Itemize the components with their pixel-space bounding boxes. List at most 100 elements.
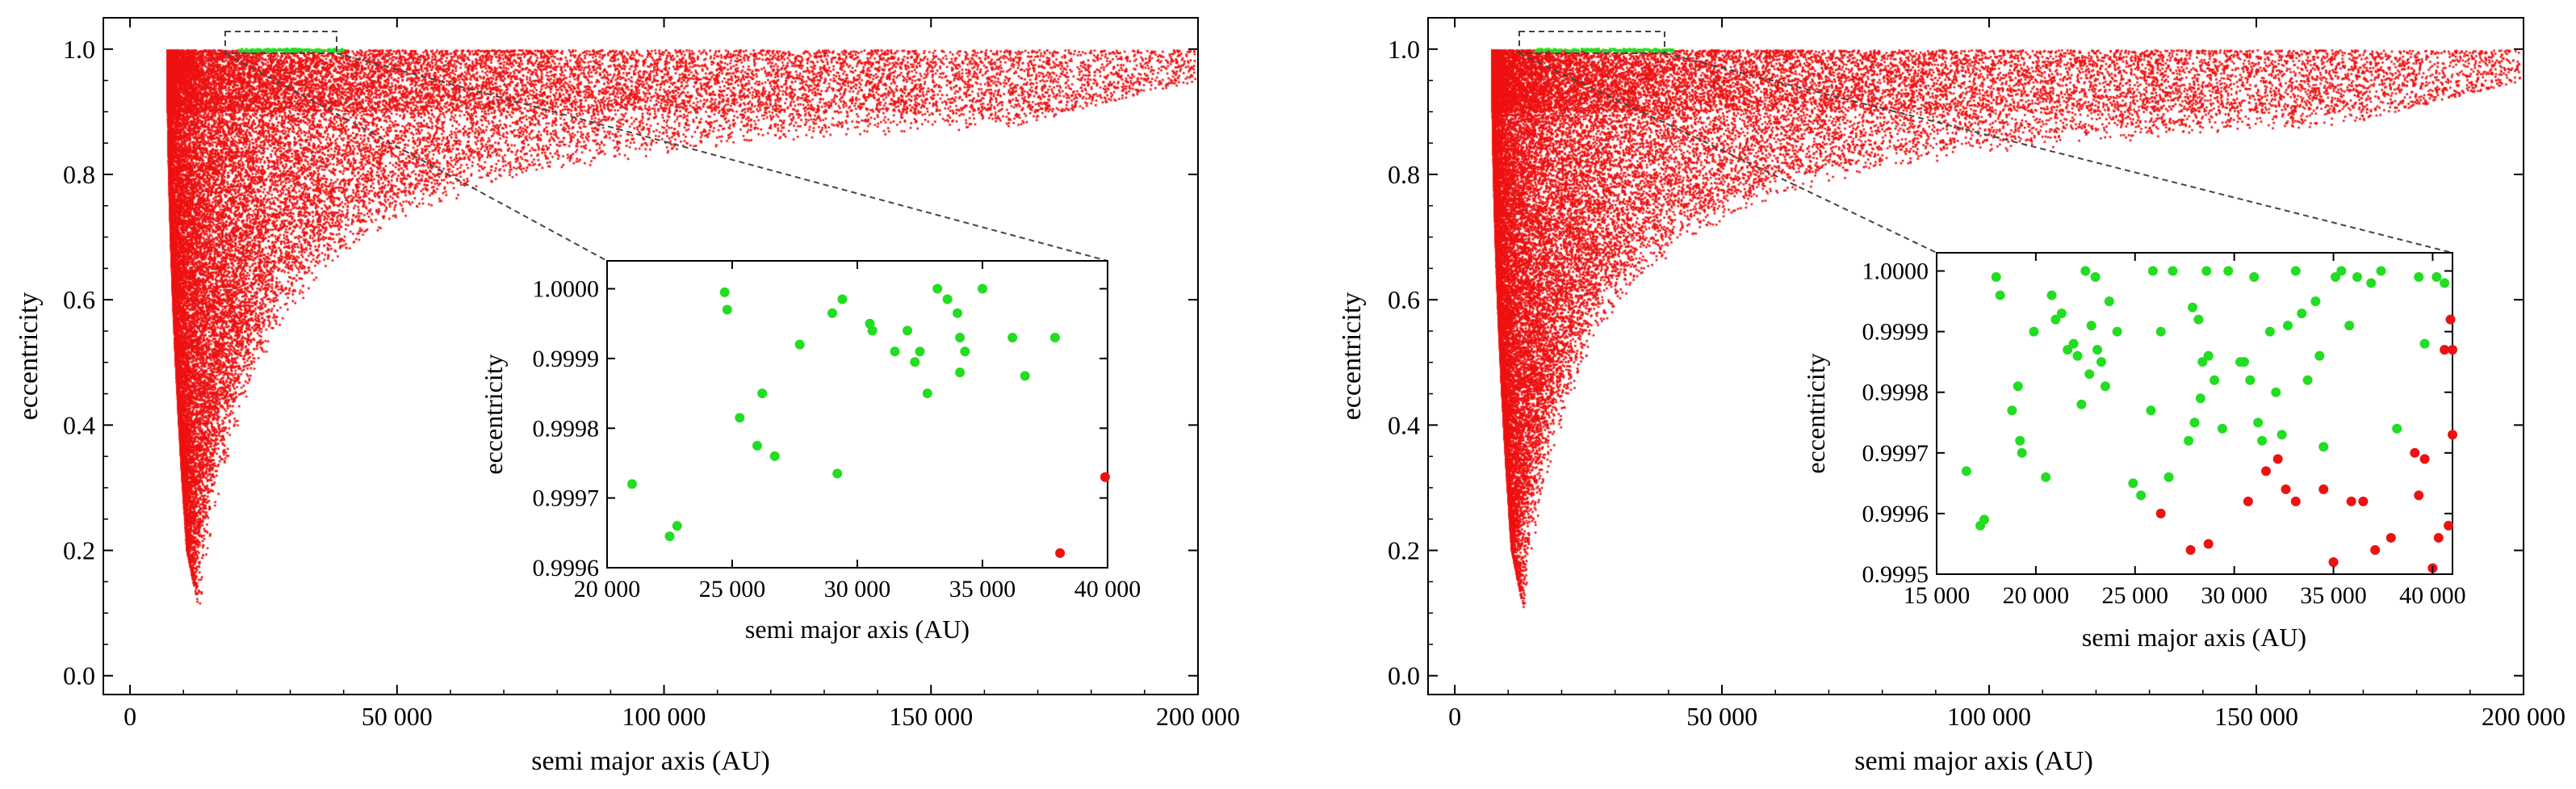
left-panel: 0 50 000 100 000 150 000 200 000 0.0 0.2 0.4 0.6… <box>14 17 1240 776</box>
x-tick-label: 0 <box>1448 702 1461 731</box>
left-y-axis-label: eccentricity <box>14 292 44 421</box>
inset-green-point <box>2366 278 2377 288</box>
inset-green-point <box>827 308 837 318</box>
left-inset-background <box>607 261 1108 568</box>
inset-y-tick-label: 0.9996 <box>1862 501 1929 527</box>
inset-red-point <box>2448 345 2457 355</box>
inset-green-point <box>2253 418 2264 428</box>
inset-x-tick-label: 15 000 <box>1904 582 1971 609</box>
left-inset-x-axis-label: semi major axis (AU) <box>745 615 970 644</box>
x-tick-label: 200 000 <box>1156 702 1240 731</box>
inset-green-point <box>2013 381 2023 392</box>
inset-green-point <box>910 357 920 367</box>
inset-green-point <box>2277 430 2287 440</box>
inset-green-point <box>2201 266 2212 276</box>
left-zoom-connector-left <box>224 52 608 262</box>
inset-red-point <box>2433 532 2444 543</box>
right-x-axis-label: semi major axis (AU) <box>1854 746 2093 776</box>
inset-green-point <box>932 283 943 294</box>
inset-red-point <box>2444 520 2454 531</box>
inset-green-point <box>2050 314 2061 325</box>
inset-x-tick-label: 30 000 <box>2201 582 2268 609</box>
inset-green-point <box>2217 423 2227 434</box>
inset-green-point <box>2146 405 2156 416</box>
right-y-axis-label: eccentricity <box>1337 292 1367 421</box>
inset-x-tick-label: 25 000 <box>699 576 766 602</box>
inset-green-point <box>2136 490 2147 501</box>
inset-green-point <box>2168 266 2178 276</box>
inset-red-point <box>2260 466 2271 476</box>
inset-green-point <box>2188 302 2198 313</box>
y-tick-label: 0.0 <box>63 661 95 690</box>
y-tick-label: 1.0 <box>1388 35 1420 64</box>
inset-red-point <box>2328 556 2339 567</box>
right-inset-y-axis-label: eccentricity <box>1801 353 1830 473</box>
inset-y-tick-label: 0.9996 <box>533 555 600 581</box>
inset-green-point <box>672 521 682 531</box>
inset-green-point <box>2310 296 2321 307</box>
inset-red-point <box>1100 472 1110 482</box>
inset-green-point <box>903 325 912 336</box>
inset-green-point <box>867 325 878 336</box>
inset-green-point <box>2096 357 2106 367</box>
left-x-axis-label: semi major axis (AU) <box>531 746 770 776</box>
inset-x-tick-label: 40 000 <box>1074 576 1141 602</box>
inset-y-tick-label: 0.9999 <box>1862 319 1929 346</box>
inset-green-point <box>2056 308 2067 319</box>
inset-red-point <box>2370 544 2381 555</box>
inset-green-point <box>2264 326 2275 337</box>
inset-green-point <box>2163 472 2174 482</box>
inset-green-point <box>719 287 730 297</box>
inset-y-tick-label: 0.9997 <box>533 485 600 512</box>
inset-green-point <box>960 346 970 357</box>
right-zoom-box <box>1518 31 1665 54</box>
inset-green-point <box>2419 338 2430 349</box>
inset-red-point <box>2290 496 2301 506</box>
inset-y-tick-label: 0.9998 <box>533 415 600 442</box>
inset-green-point <box>2041 472 2051 482</box>
inset-green-point <box>2271 387 2281 397</box>
inset-green-point <box>837 294 848 304</box>
inset-green-point <box>2015 435 2025 446</box>
right-inset-x-axis-label: semi major axis (AU) <box>2082 623 2306 652</box>
inset-x-tick-label: 35 000 <box>2300 582 2367 609</box>
inset-green-point <box>978 283 987 294</box>
inset-green-point <box>2440 278 2450 288</box>
inset-red-point <box>2318 484 2329 494</box>
inset-red-point <box>2385 532 2396 543</box>
left-axis-ticks: 0 50 000 100 000 150 000 200 000 0.0 0.2 0.4 0.6… <box>63 18 1240 731</box>
inset-red-point <box>2419 454 2430 464</box>
inset-green-point <box>1979 514 1989 525</box>
inset-green-point <box>735 413 745 423</box>
inset-green-point <box>2072 350 2083 361</box>
inset-y-tick-label: 0.9995 <box>1862 561 1929 588</box>
inset-green-point <box>2302 375 2313 385</box>
inset-green-point <box>794 339 805 350</box>
inset-green-point <box>2086 321 2096 331</box>
right-inset: 15 000 20 000 25 000 30 000 35 000 40 000 0.99… <box>1801 252 2466 652</box>
y-tick-label: 0.8 <box>1388 160 1420 189</box>
y-tick-label: 0.4 <box>1388 410 1420 439</box>
inset-green-point <box>2017 447 2027 458</box>
inset-red-point <box>1055 548 1066 558</box>
inset-green-point <box>2128 478 2138 489</box>
y-tick-label: 0.8 <box>63 160 95 189</box>
inset-green-point <box>1991 272 2001 283</box>
right-inset-points <box>1961 266 2457 573</box>
inset-red-point <box>2440 345 2450 355</box>
inset-green-point <box>2155 326 2166 337</box>
inset-green-point <box>2046 290 2057 300</box>
x-tick-label: 100 000 <box>1947 702 2031 731</box>
inset-red-point <box>2448 430 2457 440</box>
inset-x-tick-label: 30 000 <box>824 576 891 602</box>
inset-red-point <box>2346 496 2356 506</box>
inset-green-point <box>2195 393 2205 404</box>
inset-y-tick-label: 0.9997 <box>1862 440 1929 467</box>
inset-green-point <box>2100 381 2110 392</box>
inset-green-point <box>2076 399 2087 409</box>
inset-green-point <box>2104 296 2114 307</box>
inset-green-point <box>2090 272 2101 283</box>
inset-green-point <box>664 531 675 542</box>
inset-green-point <box>627 479 637 489</box>
inset-green-point <box>2193 314 2204 325</box>
